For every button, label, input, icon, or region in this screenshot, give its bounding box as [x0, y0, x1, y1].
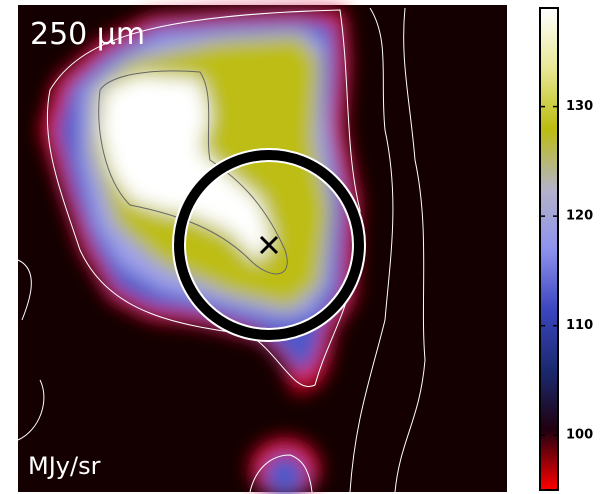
aperture	[174, 150, 364, 340]
colorbar-tick-label: 130	[566, 99, 593, 114]
unit-label: MJy/sr	[28, 452, 101, 480]
colorbar-ticks: 100 110 120 130	[540, 99, 593, 443]
source-marker	[259, 235, 279, 255]
inner-contour	[98, 70, 288, 275]
band-label: 250 μm	[30, 17, 145, 52]
emission	[40, 8, 360, 494]
colorbar-tick-label: 100	[566, 428, 593, 443]
colorbar-tick-label: 110	[566, 318, 593, 333]
contours	[17, 7, 426, 493]
colorbar	[539, 7, 559, 491]
colorbar-tick-label: 120	[566, 209, 593, 224]
image: 250 μm MJy/sr	[17, 5, 507, 494]
